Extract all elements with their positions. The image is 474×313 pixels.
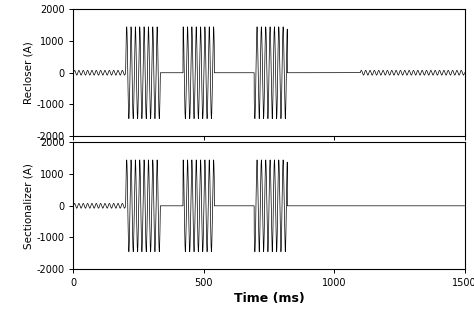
Y-axis label: Sectionalizer (A): Sectionalizer (A) [24,163,34,249]
Y-axis label: Recloser (A): Recloser (A) [24,41,34,104]
X-axis label: Time (ms): Time (ms) [234,292,304,305]
